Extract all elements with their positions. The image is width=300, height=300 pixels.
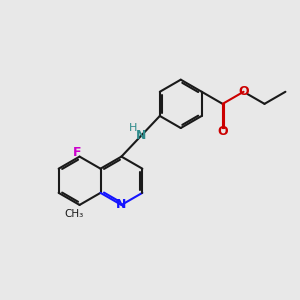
Text: O: O	[217, 125, 228, 138]
Text: N: N	[116, 198, 127, 212]
Text: F: F	[73, 146, 82, 159]
Text: H: H	[128, 123, 137, 134]
Text: CH₃: CH₃	[65, 209, 84, 219]
Text: N: N	[136, 129, 147, 142]
Text: O: O	[238, 85, 249, 98]
